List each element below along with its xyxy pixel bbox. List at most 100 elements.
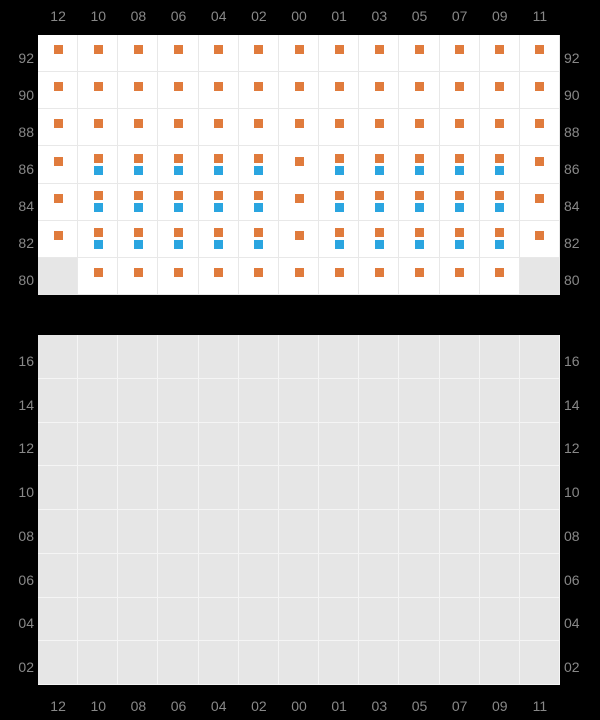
panel-bottom: 1614121008060402 1614121008060402: [38, 335, 560, 685]
grid-cell: [199, 554, 239, 598]
grid-cell: [440, 423, 480, 467]
grid-cell: [399, 423, 439, 467]
col-label: 00: [279, 698, 319, 714]
orange-marker: [54, 157, 63, 166]
orange-marker: [415, 228, 424, 237]
col-label: 06: [158, 698, 198, 714]
grid-cell: [78, 641, 118, 685]
grid-cell: [319, 641, 359, 685]
row-label: 84: [18, 184, 34, 221]
blue-marker: [415, 203, 424, 212]
blue-marker: [335, 166, 344, 175]
blue-marker: [254, 240, 263, 249]
grid-cell: [239, 510, 279, 554]
blue-marker: [415, 240, 424, 249]
grid-cell: [158, 598, 198, 642]
grid-cell: [78, 510, 118, 554]
row-label: 14: [564, 379, 580, 423]
grid-cell: [440, 379, 480, 423]
row-label: 16: [564, 335, 580, 379]
grid-cell: [239, 379, 279, 423]
grid-cell: [520, 598, 560, 642]
grid-cell: [78, 423, 118, 467]
col-label: 12: [38, 698, 78, 714]
col-label: 06: [158, 8, 198, 24]
grid-cell: [520, 423, 560, 467]
orange-marker: [495, 154, 504, 163]
panel-top: 92908886848280 92908886848280: [38, 35, 560, 295]
grid-cell: [480, 554, 520, 598]
orange-marker: [375, 228, 384, 237]
grid-cell: [199, 335, 239, 379]
orange-marker: [254, 45, 263, 54]
blue-marker: [134, 240, 143, 249]
orange-marker: [94, 154, 103, 163]
orange-marker: [214, 268, 223, 277]
grid-cell: [399, 335, 439, 379]
blue-marker: [254, 166, 263, 175]
row-labels-right-bottom: 1614121008060402: [564, 335, 594, 685]
grid-top: [38, 35, 560, 295]
orange-marker: [214, 228, 223, 237]
grid-cell: [239, 335, 279, 379]
blue-marker: [375, 203, 384, 212]
grid-cell: [78, 335, 118, 379]
orange-marker: [455, 228, 464, 237]
grid-cell: [38, 466, 78, 510]
orange-marker: [495, 82, 504, 91]
grid-cell: [78, 379, 118, 423]
orange-marker: [295, 119, 304, 128]
orange-marker: [455, 119, 464, 128]
orange-marker: [134, 154, 143, 163]
grid-cell: [239, 641, 279, 685]
row-labels-right-top: 92908886848280: [564, 35, 594, 295]
orange-marker: [54, 119, 63, 128]
orange-marker: [54, 82, 63, 91]
grid-cell: [440, 598, 480, 642]
row-label: 14: [18, 379, 34, 423]
grid-cell: [359, 335, 399, 379]
grid-cell: [239, 466, 279, 510]
grid-cell: [118, 423, 158, 467]
orange-marker: [455, 154, 464, 163]
blue-marker: [174, 203, 183, 212]
grid-cell: [399, 510, 439, 554]
row-label: 82: [18, 221, 34, 258]
col-label: 01: [319, 8, 359, 24]
blue-marker: [495, 166, 504, 175]
blue-marker: [94, 203, 103, 212]
orange-marker: [174, 82, 183, 91]
blue-marker: [455, 166, 464, 175]
col-label: 08: [118, 8, 158, 24]
blue-marker: [495, 203, 504, 212]
grid-cell: [239, 423, 279, 467]
grid-bottom: [38, 335, 560, 685]
row-label: 88: [18, 109, 34, 146]
col-label: 08: [118, 698, 158, 714]
orange-marker: [174, 228, 183, 237]
grid-cell: [359, 598, 399, 642]
grid-cell: [480, 641, 520, 685]
grid-cell: [118, 554, 158, 598]
grid-cell: [480, 598, 520, 642]
orange-marker: [415, 45, 424, 54]
grid-cell: [78, 554, 118, 598]
row-label: 82: [564, 221, 580, 258]
orange-marker: [54, 194, 63, 203]
orange-marker: [254, 268, 263, 277]
orange-marker: [94, 268, 103, 277]
row-label: 90: [18, 72, 34, 109]
grid-cell: [38, 423, 78, 467]
grid-cell: [279, 598, 319, 642]
col-label: 03: [359, 698, 399, 714]
orange-marker: [535, 157, 544, 166]
container: 12100806040200010305070911 9290888684828…: [0, 0, 600, 720]
grid-cell: [359, 641, 399, 685]
grid-cell: [520, 641, 560, 685]
grid-cell: [279, 641, 319, 685]
orange-marker: [375, 191, 384, 200]
orange-marker: [134, 45, 143, 54]
blue-marker: [254, 203, 263, 212]
orange-marker: [335, 268, 344, 277]
blue-marker: [455, 203, 464, 212]
